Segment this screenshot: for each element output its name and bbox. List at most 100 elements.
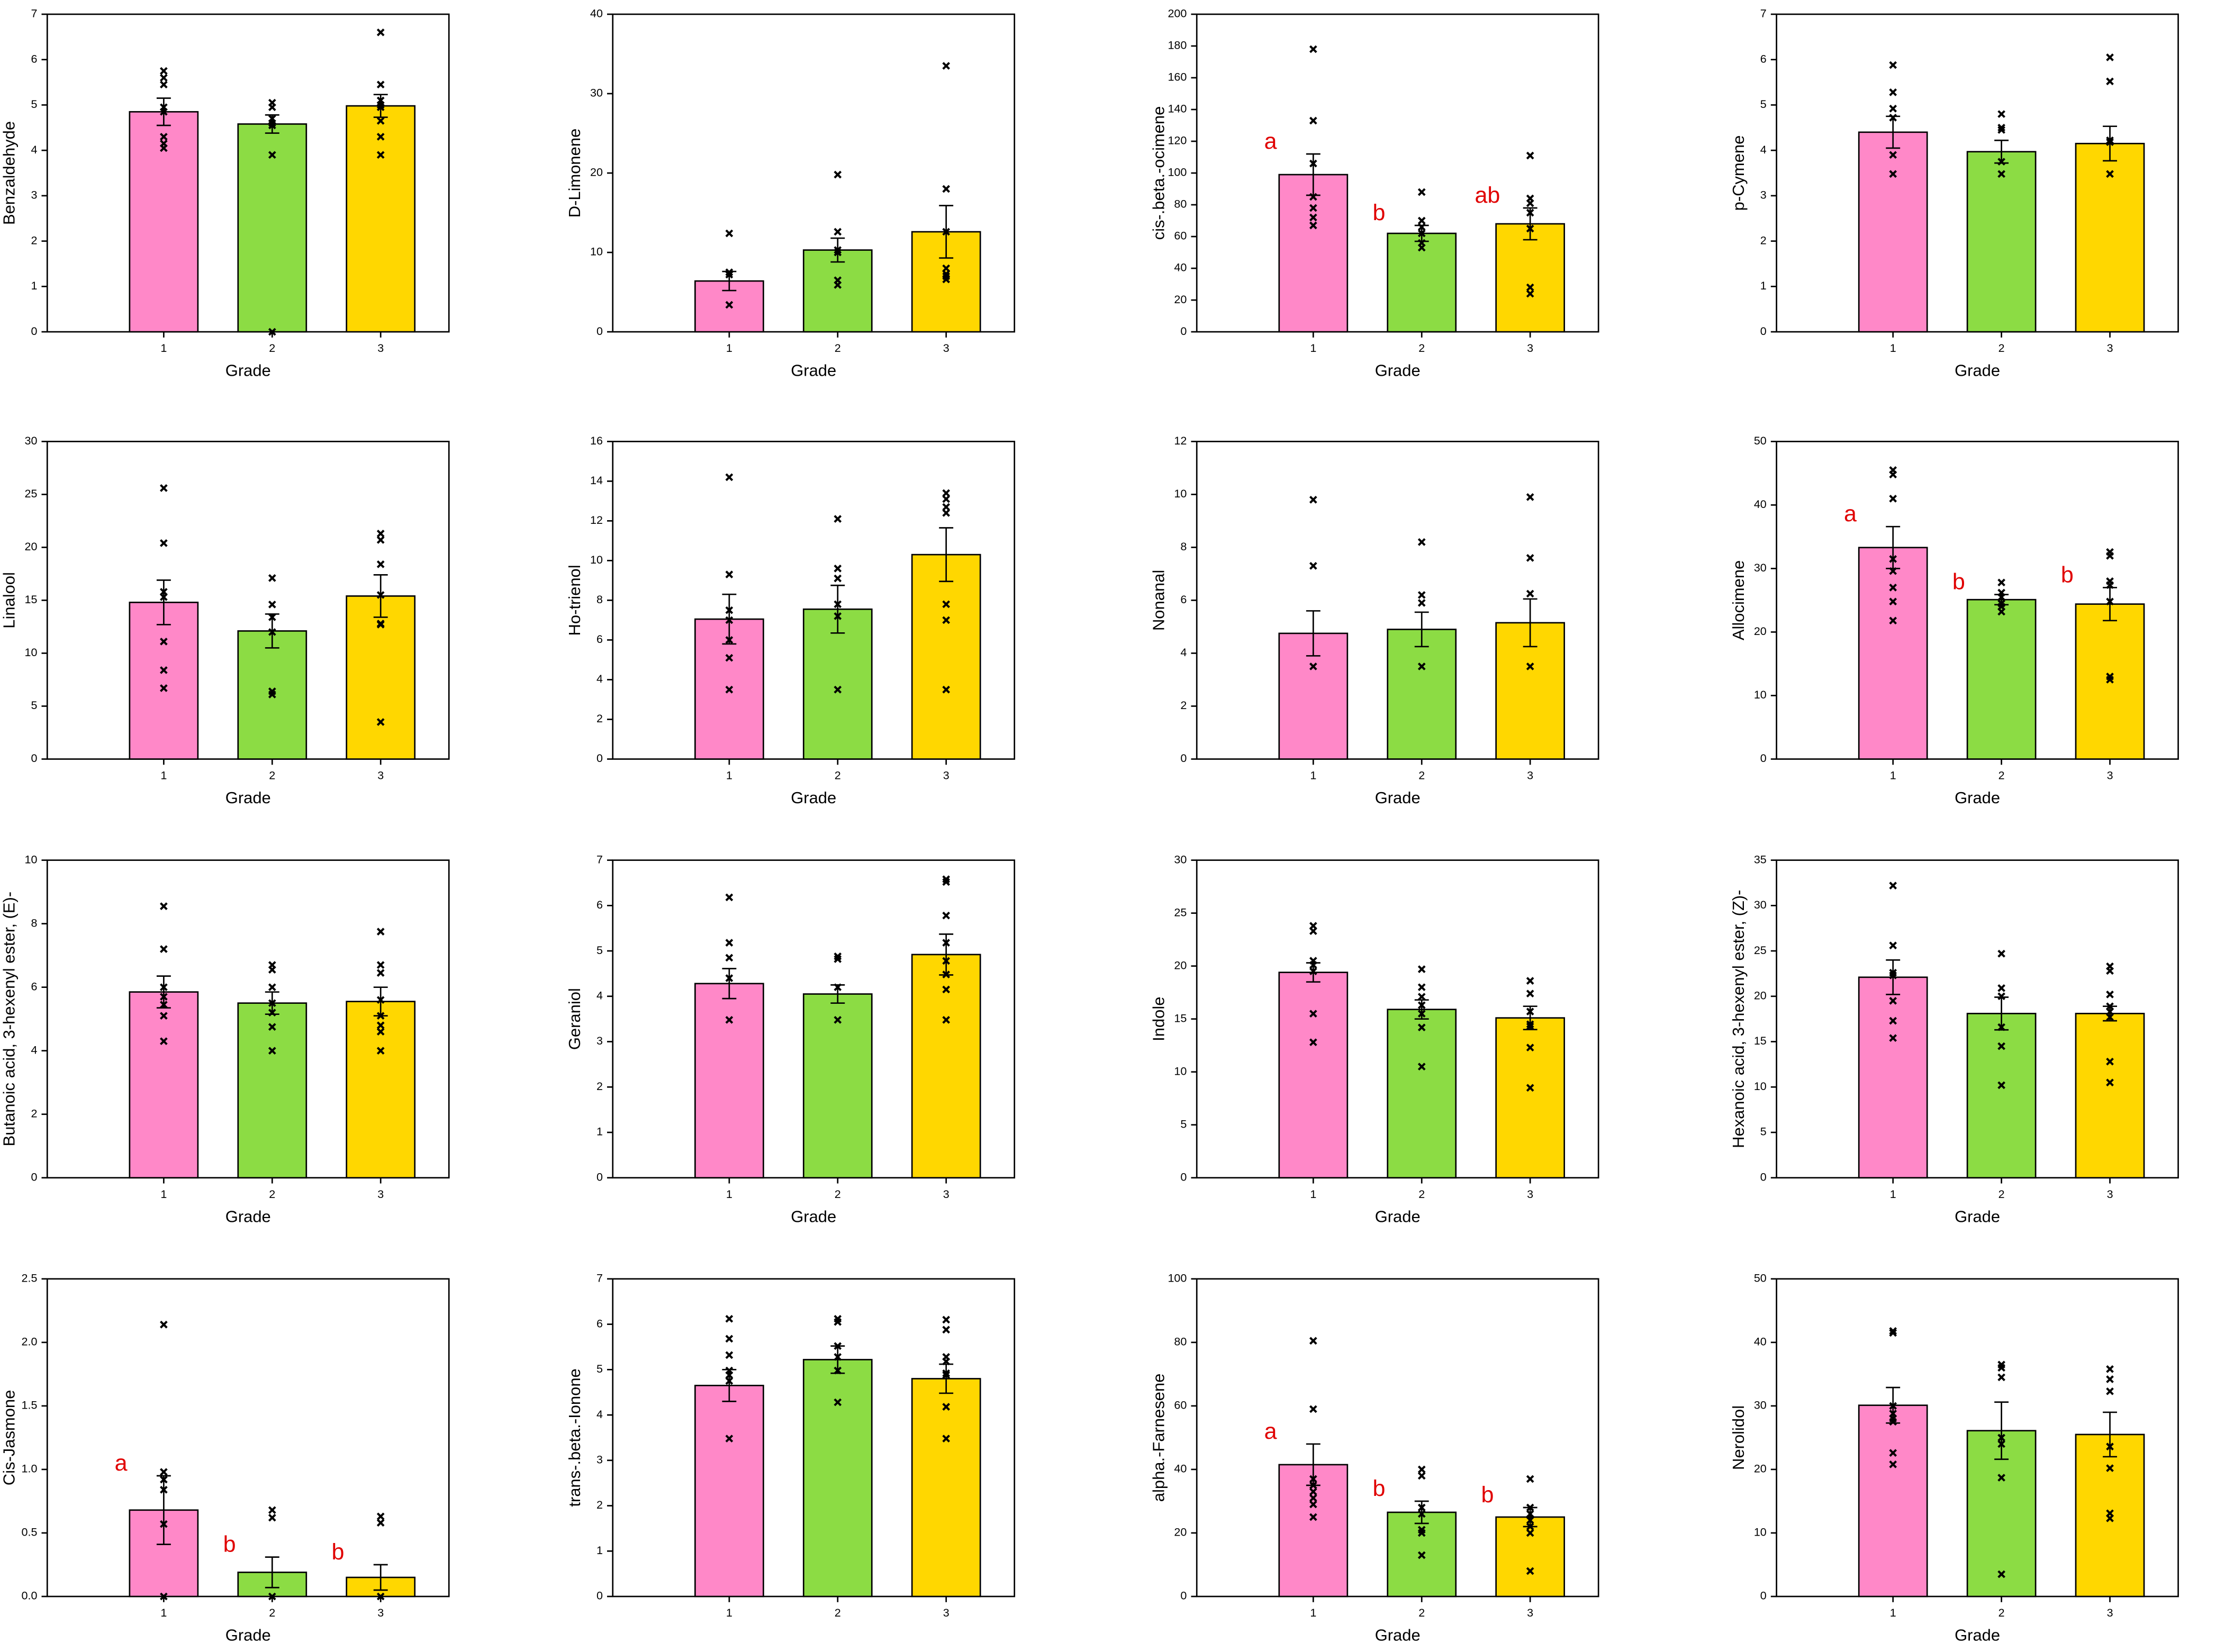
data-point [2106,991,2114,999]
data-point [1889,61,1897,69]
data-point [942,685,951,694]
x-axis-label: Grade [225,788,271,807]
data-point [2106,77,2114,86]
y-tick-label: 6 [31,52,37,65]
data-point [1309,927,1317,935]
data-point [1526,1007,1534,1016]
data-point [2106,1375,2114,1383]
y-tick-label: 60 [1174,230,1187,242]
bar [911,1378,981,1597]
data-point [2106,138,2114,147]
y-tick-label: 5 [31,699,37,712]
data-point [376,961,385,969]
x-tick-label: 3 [2107,342,2113,355]
data-point [1997,1364,2005,1372]
data-point [160,902,168,910]
data-point [2106,967,2114,975]
data-point [160,80,168,89]
data-point [1309,1487,1317,1496]
y-tick-label: 8 [596,593,603,606]
bar [802,249,873,333]
y-tick-label: 0 [31,1170,37,1183]
data-point [376,1519,385,1527]
data-point [834,612,842,620]
y-tick-label: 25 [1174,906,1187,919]
data-point [942,495,951,503]
x-axis-label: Grade [1955,1207,2000,1226]
data-point [1526,1084,1534,1092]
data-point [942,62,951,70]
y-tick-label: 25 [1754,944,1767,957]
data-point [1309,116,1317,125]
data-point [1889,972,1897,979]
y-tick-label: 0 [1760,1170,1767,1183]
error-bar [1886,959,1901,995]
data-point [160,107,168,116]
data-point [1526,1043,1534,1052]
data-point [942,1435,951,1443]
x-tick-label: 1 [1890,342,1896,355]
data-point [1889,151,1897,159]
x-tick-label: 2 [1998,1606,2005,1619]
data-point [1526,283,1534,292]
y-tick-label: 4 [596,989,603,1002]
data-point [1889,1016,1897,1025]
y-tick-label: 15 [1754,1034,1767,1047]
data-point [160,133,168,141]
data-point [725,653,734,662]
data-point [1417,243,1426,252]
data-point [834,600,842,609]
data-point [1997,126,2005,134]
y-tick-label: 10 [24,853,37,866]
data-point [725,939,734,947]
data-point [1417,599,1426,607]
data-point [1309,1494,1317,1502]
y-tick-label: 3 [596,1034,603,1047]
x-tick-label: 3 [2107,769,2113,782]
data-point [376,1028,385,1036]
data-point [834,1353,842,1361]
x-tick-label: 2 [1418,1188,1425,1201]
data-point [160,144,168,152]
data-point [376,718,385,726]
y-tick-label: 25 [24,487,37,500]
x-tick-label: 1 [160,342,167,355]
y-tick-label: 0 [596,1590,603,1602]
y-tick-label: 40 [1174,1463,1187,1475]
bar [237,1002,307,1179]
data-point [268,574,276,582]
y-tick-label: 3 [1760,189,1767,202]
data-point [1309,967,1317,976]
data-point [1997,158,2005,166]
x-tick-label: 1 [726,769,732,782]
data-point [1997,1474,2005,1482]
data-point [1309,1481,1317,1490]
data-point [376,536,385,544]
data-point [160,1001,168,1009]
data-point [1417,1001,1426,1010]
bar [1966,1013,2037,1179]
data-point [376,103,385,112]
x-axis-label: Grade [1375,1207,1421,1226]
data-point [376,1012,385,1020]
data-point [1417,993,1426,1001]
data-point [725,1435,734,1443]
panel: 0 2 4 6 8 10 Butanoic acid, 3-hexenyl ester, (… [0,853,450,1226]
data-point [376,1592,385,1601]
y-tick-label: 200 [1168,7,1187,20]
y-tick-label: 0 [31,325,37,338]
y-tick-label: 140 [1168,103,1187,115]
y-tick-label: 50 [1754,1272,1767,1285]
significance-letter: a [115,1450,128,1476]
error-bar [156,1475,171,1545]
data-point [2106,136,2114,144]
x-tick-label: 2 [1418,1606,1425,1619]
y-tick-label: 100 [1168,166,1187,179]
significance-letter: b [332,1539,345,1565]
bar [1495,1017,1566,1179]
data-point [2106,1078,2114,1087]
y-tick-label: 1.5 [22,1399,38,1412]
y-axis-label: Benzaldehyde [0,121,18,225]
